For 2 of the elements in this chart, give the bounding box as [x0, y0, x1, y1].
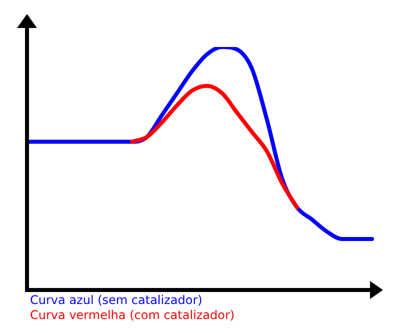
- text: Curva vermelha (com catalizador): [30, 308, 235, 323]
- text: Curva azul (sem catalizador): [30, 293, 204, 308]
